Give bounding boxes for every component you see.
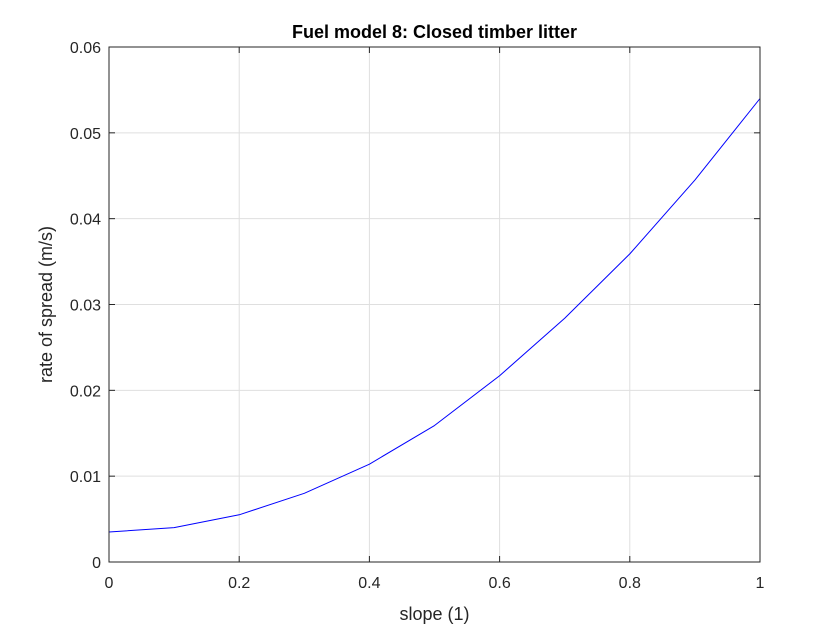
y-tick-label: 0.02 [70, 383, 101, 400]
y-tick-label: 0.05 [70, 126, 101, 143]
y-tick-label: 0.06 [70, 40, 101, 57]
x-tick-label: 0.4 [358, 575, 380, 592]
ticks: 0 0.2 0.4 0.6 0.8 1 0 0.01 0.02 0.03 0.04 0.05 0.06 [70, 40, 765, 592]
y-axis-label: rate of spread (m/s) [36, 226, 56, 383]
x-tick-label: 0.8 [619, 575, 641, 592]
series-line [108, 98, 761, 533]
y-tick-label: 0.03 [70, 298, 101, 315]
x-axis-label: slope (1) [399, 604, 469, 624]
y-tick-label: 0.04 [70, 212, 101, 229]
chart-title: Fuel model 8: Closed timber litter [292, 22, 577, 42]
series-layer [108, 98, 761, 533]
y-tick-label: 0 [92, 555, 101, 572]
x-tick-label: 0.2 [228, 575, 250, 592]
y-tick-label: 0.01 [70, 469, 101, 486]
x-tick-label: 0 [105, 575, 114, 592]
x-tick-label: 0.6 [488, 575, 510, 592]
x-tick-label: 1 [756, 575, 765, 592]
